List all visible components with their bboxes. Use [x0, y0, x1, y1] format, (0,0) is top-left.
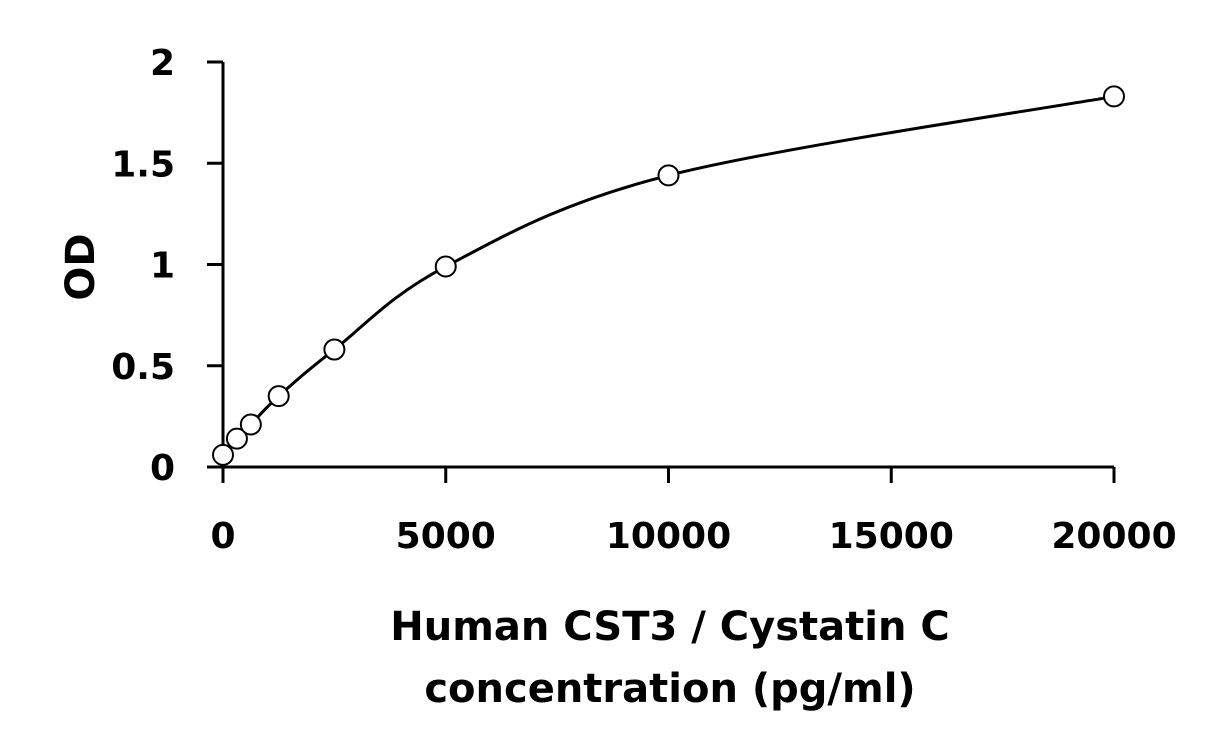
y-tick-label: 0.5: [111, 347, 175, 388]
y-axis-title: OD: [58, 233, 104, 300]
data-point: [225, 427, 248, 450]
data-point: [267, 385, 290, 408]
y-tick-label: 1: [150, 246, 175, 287]
y-tick-label: 1.5: [111, 144, 175, 185]
data-points: [212, 85, 1125, 466]
x-ticks: 0 5000 10000 15000 20000: [210, 467, 1177, 557]
y-ticks: 0 0.5 1 1.5 2: [111, 43, 223, 489]
x-axis-title-line-2: concentration (pg/ml): [424, 666, 915, 712]
x-tick-label: 20000: [1051, 516, 1176, 557]
x-tick-label: 5000: [396, 516, 496, 557]
axes: [221, 62, 1114, 469]
data-point: [212, 443, 234, 466]
x-tick-label: 0: [210, 516, 235, 557]
y-tick-label: 2: [150, 43, 175, 84]
data-point: [239, 413, 262, 436]
x-axis-title-line-1: Human CST3 / Cystatin C: [390, 604, 949, 650]
x-tick-label: 10000: [606, 516, 731, 557]
data-point: [657, 164, 680, 187]
y-tick-label: 0: [150, 448, 175, 489]
data-point: [323, 338, 346, 361]
data-point: [1103, 85, 1125, 108]
data-point: [434, 255, 457, 278]
x-tick-label: 15000: [829, 516, 954, 557]
fit-curve: [221, 94, 1115, 456]
